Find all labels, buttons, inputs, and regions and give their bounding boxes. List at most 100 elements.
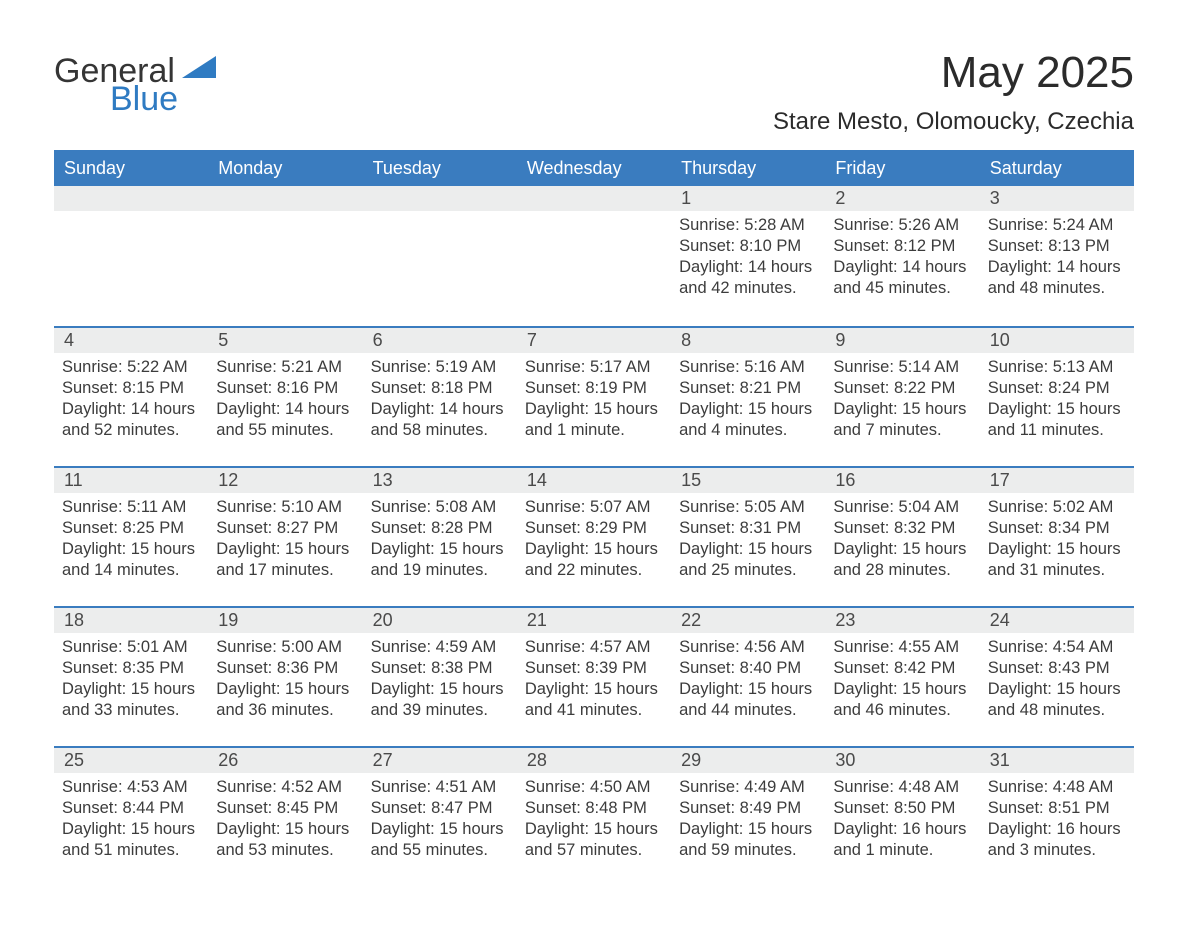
day-sunset: Sunset: 8:24 PM (988, 378, 1126, 399)
day-daylight-line2: and 55 minutes. (216, 420, 354, 441)
day-daylight-line2: and 48 minutes. (988, 700, 1126, 721)
day-sunset: Sunset: 8:38 PM (371, 658, 509, 679)
day-sunrise: Sunrise: 5:28 AM (679, 215, 817, 236)
day-sunrise: Sunrise: 5:00 AM (216, 637, 354, 658)
day-sunrise: Sunrise: 4:54 AM (988, 637, 1126, 658)
day-daylight-line1: Daylight: 16 hours (833, 819, 971, 840)
day-details: Sunrise: 4:48 AMSunset: 8:50 PMDaylight:… (833, 773, 971, 861)
day-sunrise: Sunrise: 5:02 AM (988, 497, 1126, 518)
day-sunrise: Sunrise: 5:16 AM (679, 357, 817, 378)
day-sunset: Sunset: 8:29 PM (525, 518, 663, 539)
day-number: 3 (980, 186, 1134, 211)
calendar-weeks: 1 Sunrise: 5:28 AMSunset: 8:10 PM Daylight… (54, 186, 1134, 886)
day-daylight-line1: Daylight: 14 hours (62, 399, 200, 420)
day-daylight-line2: and 36 minutes. (216, 700, 354, 721)
day-sunrise: Sunrise: 5:04 AM (833, 497, 971, 518)
day-sunset: Sunset: 8:21 PM (679, 378, 817, 399)
day-sunset: Sunset: 8:28 PM (371, 518, 509, 539)
day-details: Sunrise: 4:48 AMSunset: 8:51 PMDaylight:… (988, 773, 1126, 861)
day-sunrise: Sunrise: 5:22 AM (62, 357, 200, 378)
day-daylight-line2: and 44 minutes. (679, 700, 817, 721)
day-details: Sunrise: 5:05 AMSunset: 8:31 PMDaylight:… (679, 493, 817, 581)
day-details: Sunrise: 4:50 AMSunset: 8:48 PMDaylight:… (525, 773, 663, 861)
calendar-day: 25Sunrise: 4:53 AMSunset: 8:44 PMDayligh… (54, 748, 208, 886)
day-daylight-line1: Daylight: 15 hours (525, 679, 663, 700)
day-details: Sunrise: 4:51 AMSunset: 8:47 PMDaylight:… (371, 773, 509, 861)
calendar-day: 20Sunrise: 4:59 AMSunset: 8:38 PMDayligh… (363, 608, 517, 746)
day-details: Sunrise: 5:04 AMSunset: 8:32 PMDaylight:… (833, 493, 971, 581)
day-details: Sunrise: 4:57 AMSunset: 8:39 PMDaylight:… (525, 633, 663, 721)
day-number: 29 (671, 748, 825, 773)
day-daylight-line2: and 52 minutes. (62, 420, 200, 441)
day-sunrise: Sunrise: 5:01 AM (62, 637, 200, 658)
day-daylight-line1: Daylight: 14 hours (988, 257, 1126, 278)
day-number: 24 (980, 608, 1134, 633)
calendar-day: 19Sunrise: 5:00 AMSunset: 8:36 PMDayligh… (208, 608, 362, 746)
calendar-day: 3Sunrise: 5:24 AMSunset: 8:13 PMDaylight… (980, 186, 1134, 326)
day-sunrise: Sunrise: 5:19 AM (371, 357, 509, 378)
day-sunset: Sunset: 8:48 PM (525, 798, 663, 819)
calendar-day: 12Sunrise: 5:10 AMSunset: 8:27 PMDayligh… (208, 468, 362, 606)
calendar-grid: SundayMondayTuesdayWednesdayThursdayFrid… (54, 150, 1134, 886)
day-daylight-line2: and 39 minutes. (371, 700, 509, 721)
calendar-header-row: SundayMondayTuesdayWednesdayThursdayFrid… (54, 152, 1134, 186)
calendar-week: 25Sunrise: 4:53 AMSunset: 8:44 PMDayligh… (54, 746, 1134, 886)
day-details: Sunrise: 4:55 AMSunset: 8:42 PMDaylight:… (833, 633, 971, 721)
day-details: Sunrise: 5:19 AMSunset: 8:18 PMDaylight:… (371, 353, 509, 441)
day-daylight-line1: Daylight: 15 hours (62, 679, 200, 700)
day-number: 20 (363, 608, 517, 633)
day-number: 28 (517, 748, 671, 773)
calendar-day: 14Sunrise: 5:07 AMSunset: 8:29 PMDayligh… (517, 468, 671, 606)
day-sunrise: Sunrise: 5:13 AM (988, 357, 1126, 378)
page-title: May 2025 (773, 48, 1134, 98)
day-daylight-line2: and 22 minutes. (525, 560, 663, 581)
day-number: 27 (363, 748, 517, 773)
day-daylight-line2: and 17 minutes. (216, 560, 354, 581)
day-sunset: Sunset: 8:31 PM (679, 518, 817, 539)
day-sunrise: Sunrise: 5:08 AM (371, 497, 509, 518)
day-header: Sunday (54, 152, 208, 186)
day-daylight-line1: Daylight: 15 hours (679, 399, 817, 420)
day-number (363, 186, 517, 211)
day-details: Sunrise: 5:14 AMSunset: 8:22 PMDaylight:… (833, 353, 971, 441)
day-sunset: Sunset: 8:32 PM (833, 518, 971, 539)
day-sunrise: Sunrise: 5:11 AM (62, 497, 200, 518)
day-sunset: Sunset: 8:49 PM (679, 798, 817, 819)
day-sunset: Sunset: 8:43 PM (988, 658, 1126, 679)
day-daylight-line1: Daylight: 15 hours (216, 819, 354, 840)
day-sunrise: Sunrise: 4:48 AM (833, 777, 971, 798)
day-details: Sunrise: 5:10 AMSunset: 8:27 PMDaylight:… (216, 493, 354, 581)
day-sunset: Sunset: 8:10 PM (679, 236, 817, 257)
day-number: 15 (671, 468, 825, 493)
day-details: Sunrise: 5:08 AMSunset: 8:28 PMDaylight:… (371, 493, 509, 581)
calendar-day: 18Sunrise: 5:01 AMSunset: 8:35 PMDayligh… (54, 608, 208, 746)
day-number (208, 186, 362, 211)
day-details: Sunrise: 5:16 AMSunset: 8:21 PMDaylight:… (679, 353, 817, 441)
day-header: Saturday (980, 152, 1134, 186)
day-sunrise: Sunrise: 4:52 AM (216, 777, 354, 798)
day-sunset: Sunset: 8:51 PM (988, 798, 1126, 819)
day-number: 13 (363, 468, 517, 493)
calendar-day: 4Sunrise: 5:22 AMSunset: 8:15 PMDaylight… (54, 328, 208, 466)
day-daylight-line2: and 58 minutes. (371, 420, 509, 441)
day-details: Sunrise: 5:01 AMSunset: 8:35 PMDaylight:… (62, 633, 200, 721)
day-sunrise: Sunrise: 5:07 AM (525, 497, 663, 518)
day-number: 1 (671, 186, 825, 211)
calendar-day: 24Sunrise: 4:54 AMSunset: 8:43 PMDayligh… (980, 608, 1134, 746)
day-number: 23 (825, 608, 979, 633)
day-daylight-line2: and 4 minutes. (679, 420, 817, 441)
day-sunset: Sunset: 8:47 PM (371, 798, 509, 819)
calendar-day: 11Sunrise: 5:11 AMSunset: 8:25 PMDayligh… (54, 468, 208, 606)
day-sunset: Sunset: 8:42 PM (833, 658, 971, 679)
day-details: Sunrise: 4:53 AMSunset: 8:44 PMDaylight:… (62, 773, 200, 861)
logo-word-2: Blue (110, 82, 178, 116)
day-sunrise: Sunrise: 4:53 AM (62, 777, 200, 798)
day-daylight-line2: and 41 minutes. (525, 700, 663, 721)
day-daylight-line2: and 53 minutes. (216, 840, 354, 861)
day-details: Sunrise: 4:52 AMSunset: 8:45 PMDaylight:… (216, 773, 354, 861)
day-daylight-line1: Daylight: 14 hours (216, 399, 354, 420)
day-details: Sunrise: 4:56 AMSunset: 8:40 PMDaylight:… (679, 633, 817, 721)
calendar-day: 7Sunrise: 5:17 AMSunset: 8:19 PMDaylight… (517, 328, 671, 466)
calendar-day: 21Sunrise: 4:57 AMSunset: 8:39 PMDayligh… (517, 608, 671, 746)
day-sunset: Sunset: 8:27 PM (216, 518, 354, 539)
